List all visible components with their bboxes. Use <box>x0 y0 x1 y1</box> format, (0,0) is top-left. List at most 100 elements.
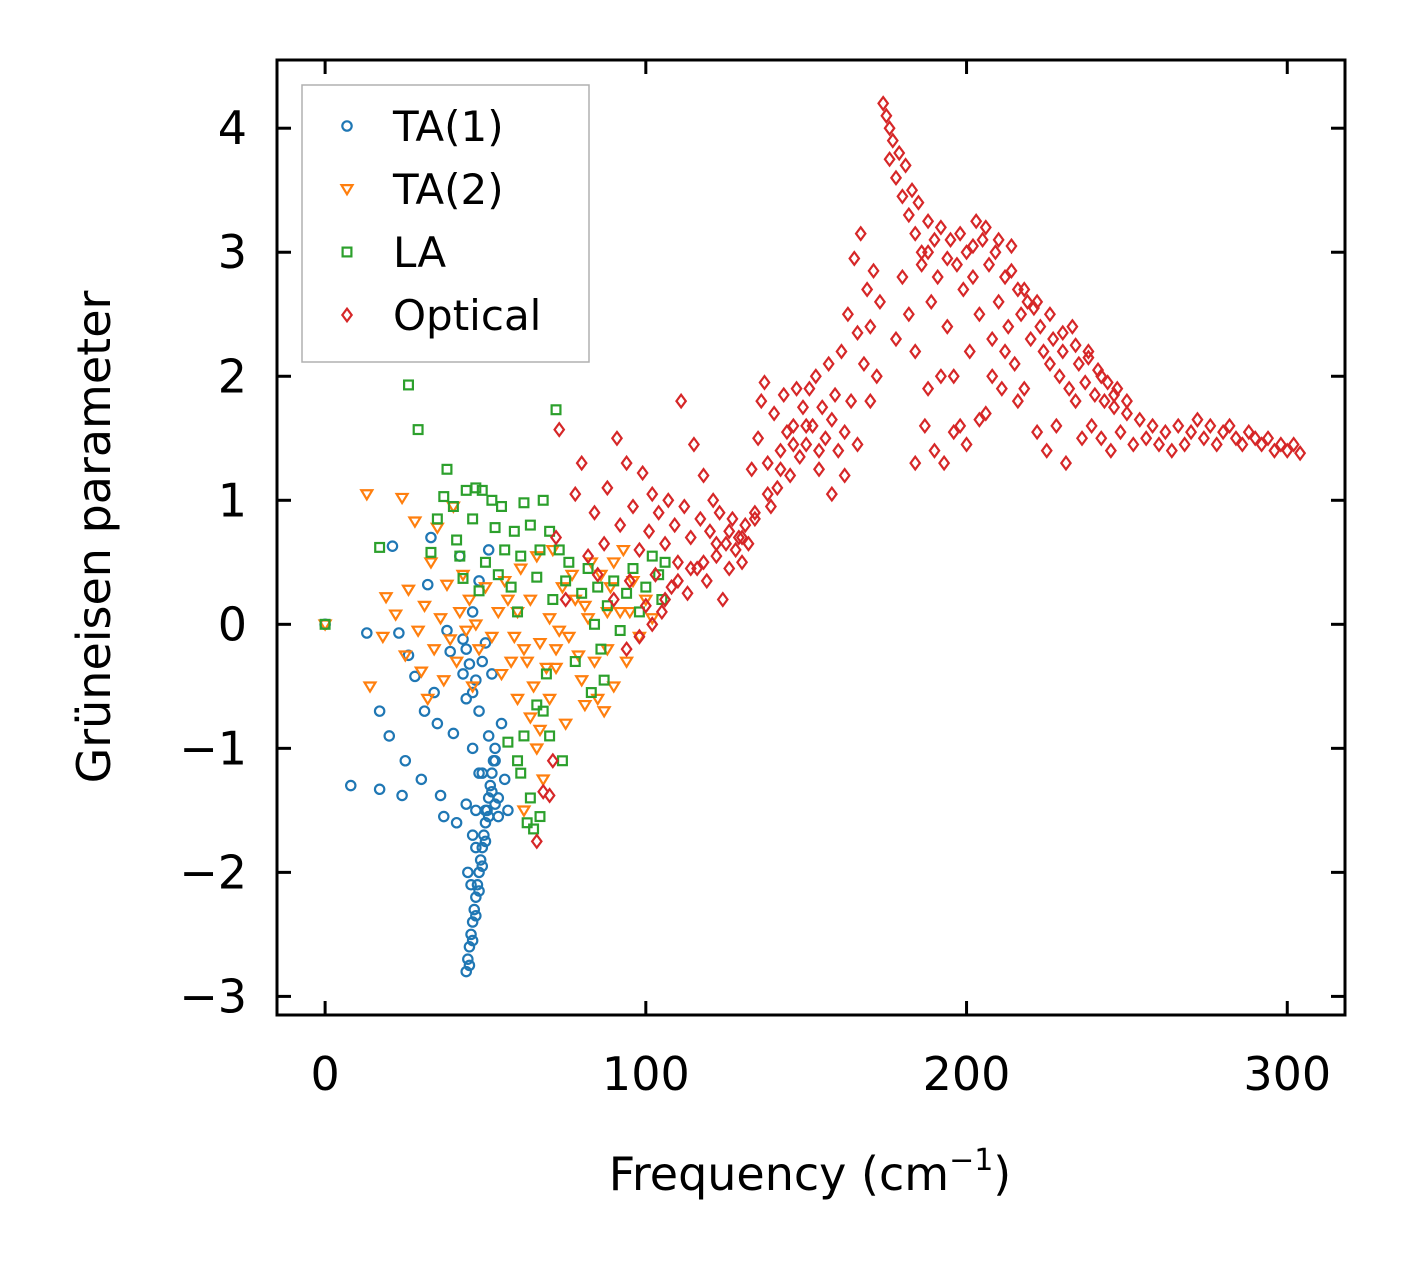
point-la <box>447 500 459 512</box>
point-ta-1 <box>478 829 490 841</box>
point-ta-1 <box>386 540 399 552</box>
point-ta-2 <box>567 594 583 607</box>
point-optical <box>1140 430 1153 447</box>
point-ta-1 <box>489 798 501 810</box>
point-ta-2 <box>465 681 481 694</box>
point-optical <box>655 603 668 621</box>
point-optical <box>896 268 909 286</box>
point-la <box>451 534 463 546</box>
point-la <box>659 556 671 568</box>
point-ta-1 <box>479 835 492 848</box>
point-optical <box>899 157 912 174</box>
point-la <box>544 525 556 537</box>
point-la <box>512 606 524 618</box>
point-optical <box>1040 442 1053 459</box>
point-optical <box>995 380 1008 397</box>
point-optical <box>1159 423 1172 441</box>
point-optical <box>918 417 931 435</box>
point-optical <box>694 510 707 528</box>
point-la <box>531 699 543 711</box>
series-ta-2 <box>317 489 660 818</box>
point-ta-1 <box>463 941 476 953</box>
point-optical <box>752 430 765 447</box>
point-optical <box>947 368 960 385</box>
point-optical <box>1050 417 1063 435</box>
point-optical <box>835 343 848 360</box>
point-optical <box>992 293 1005 311</box>
point-ta-2 <box>452 606 468 620</box>
point-optical <box>543 787 556 804</box>
point-optical <box>1242 423 1255 441</box>
point-la <box>512 755 524 767</box>
point-optical <box>662 492 675 509</box>
point-ta-2 <box>410 625 426 638</box>
point-optical <box>684 560 697 577</box>
point-la <box>473 585 485 597</box>
point-ta-2 <box>548 662 564 676</box>
point-optical <box>748 510 761 528</box>
point-ta-1 <box>502 804 514 817</box>
point-optical <box>912 194 925 211</box>
point-la <box>550 404 562 416</box>
point-ta-2 <box>490 606 506 620</box>
point-ta-2 <box>497 575 513 589</box>
point-optical <box>642 523 656 540</box>
point-optical <box>601 479 614 497</box>
y-tick-label: 0 <box>218 597 247 651</box>
y-tick-label: 4 <box>218 101 247 155</box>
point-la <box>528 823 540 835</box>
point-optical <box>1101 374 1114 391</box>
point-optical <box>546 752 559 769</box>
point-optical <box>1063 380 1076 397</box>
point-optical <box>719 535 733 552</box>
point-optical <box>848 250 861 267</box>
point-optical <box>893 144 906 162</box>
point-optical <box>559 591 572 608</box>
point-ta-1 <box>479 816 492 829</box>
point-ta-1 <box>474 854 487 866</box>
point-optical <box>787 417 800 435</box>
point-optical <box>633 628 646 645</box>
point-ta-1 <box>447 727 460 740</box>
point-optical <box>1249 430 1262 447</box>
point-ta-1 <box>466 686 479 699</box>
point-ta-2 <box>561 631 577 645</box>
point-ta-2 <box>388 609 404 622</box>
point-optical <box>1021 293 1034 311</box>
point-optical <box>697 554 710 571</box>
point-ta-2 <box>484 631 500 645</box>
point-la <box>508 525 520 537</box>
point-optical <box>1255 436 1268 453</box>
point-optical <box>582 547 595 565</box>
point-ta-2 <box>503 656 519 669</box>
point-optical <box>803 380 816 397</box>
point-optical <box>998 268 1012 286</box>
point-optical <box>976 231 989 249</box>
point-optical <box>1152 436 1166 453</box>
point-la <box>319 618 331 630</box>
point-ta-1 <box>473 767 485 779</box>
point-optical <box>710 535 723 552</box>
point-optical <box>553 421 566 438</box>
point-ta-2 <box>413 666 429 679</box>
point-optical <box>902 306 915 323</box>
point-la <box>496 500 508 512</box>
point-ta-1 <box>344 779 357 792</box>
point-ta-1 <box>425 531 437 544</box>
point-optical <box>659 535 672 552</box>
point-optical <box>761 485 774 503</box>
point-optical <box>671 572 684 590</box>
point-ta-1 <box>486 785 498 798</box>
point-optical <box>764 498 777 515</box>
point-ta-1 <box>466 606 479 618</box>
point-optical <box>867 262 880 280</box>
point-la <box>524 519 536 531</box>
point-ta-2 <box>577 600 593 614</box>
point-optical <box>588 504 601 521</box>
point-ta-2 <box>375 631 391 645</box>
point-optical <box>598 535 611 552</box>
point-optical <box>934 368 947 385</box>
point-la <box>640 581 652 593</box>
point-ta-2 <box>442 634 458 647</box>
point-optical <box>610 430 624 447</box>
